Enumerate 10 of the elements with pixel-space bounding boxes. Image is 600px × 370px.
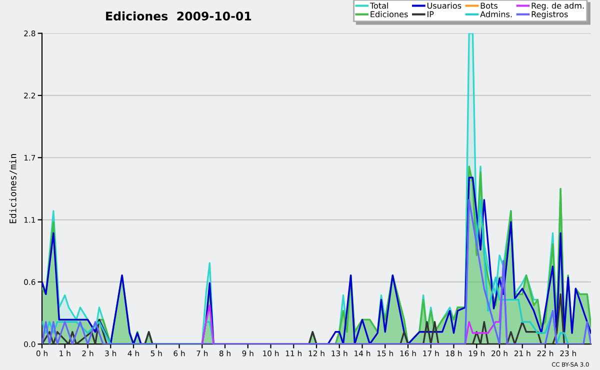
legend-label: Ediciones xyxy=(370,11,408,18)
chart-title: Ediciones 2009-10-01 xyxy=(106,11,252,21)
legend-label: Registros xyxy=(532,11,568,19)
legend-label: Reg. de adm. xyxy=(532,2,584,10)
legend-label: IP xyxy=(428,11,434,18)
legend-label: Total xyxy=(370,2,388,9)
y-axis-title: Ediciones/min xyxy=(9,154,18,224)
legend-label: Admins. xyxy=(480,11,512,18)
legend-label: Bots xyxy=(480,2,498,9)
legend-label: Usuarios xyxy=(427,2,462,9)
